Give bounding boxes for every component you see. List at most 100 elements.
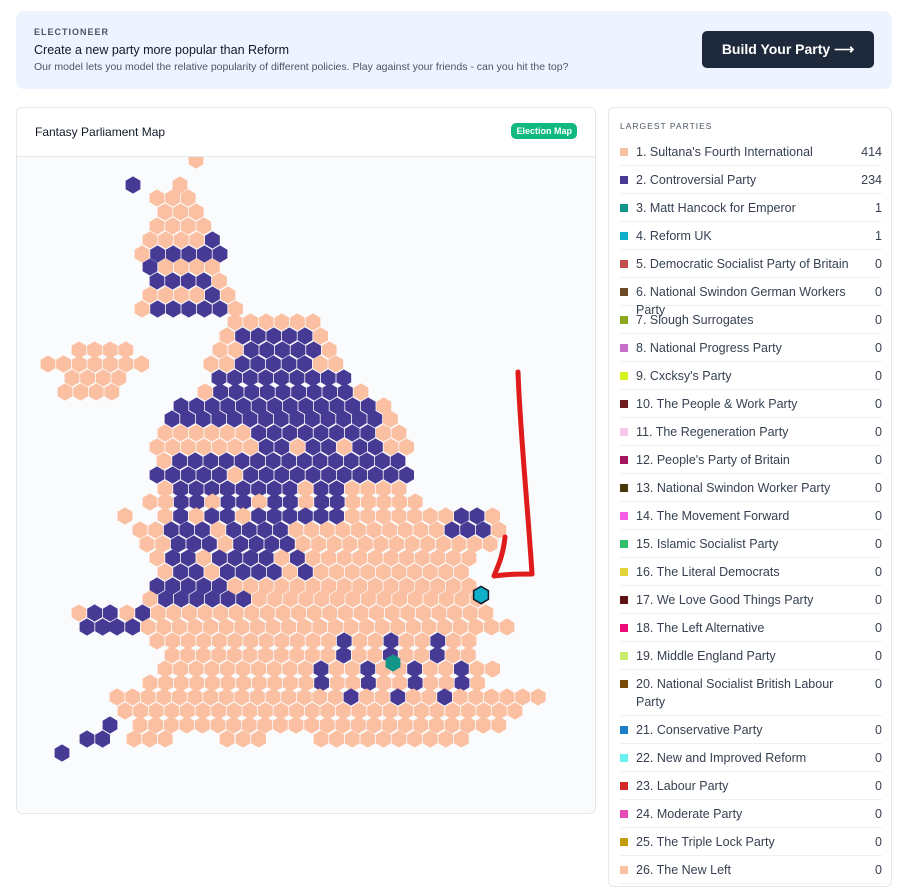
seat-hex[interactable]: [142, 590, 158, 608]
seat-hex[interactable]: [328, 688, 343, 706]
seat-hex[interactable]: [241, 521, 257, 539]
seat-hex[interactable]: [314, 674, 329, 692]
seat-hex[interactable]: [204, 424, 220, 442]
party-list-item[interactable]: 3. Matt Hancock for Emperor 1: [620, 194, 882, 222]
seat-hex[interactable]: [329, 563, 344, 581]
seat-hex[interactable]: [305, 466, 321, 484]
seat-hex[interactable]: [173, 203, 188, 221]
seat-hex[interactable]: [220, 507, 235, 525]
seat-hex[interactable]: [234, 452, 250, 470]
seat-hex[interactable]: [196, 217, 212, 235]
seat-hex[interactable]: [204, 563, 220, 581]
party-list-item[interactable]: 6. National Swindon German Workers Party…: [620, 278, 882, 317]
seat-hex[interactable]: [406, 618, 421, 636]
seat-hex[interactable]: [212, 632, 227, 650]
seat-hex[interactable]: [461, 632, 477, 650]
seat-hex[interactable]: [218, 688, 234, 706]
seat-hex[interactable]: [181, 300, 197, 318]
seat-hex[interactable]: [250, 688, 265, 706]
seat-hex[interactable]: [328, 355, 344, 373]
seat-hex[interactable]: [204, 397, 220, 415]
seat-hex[interactable]: [290, 313, 305, 331]
seat-hex[interactable]: [281, 688, 296, 706]
seat-hex[interactable]: [470, 674, 485, 692]
seat-hex[interactable]: [264, 535, 280, 553]
seat-hex[interactable]: [359, 618, 374, 636]
seat-hex[interactable]: [204, 480, 220, 498]
seat-hex[interactable]: [436, 535, 451, 553]
seat-hex[interactable]: [266, 355, 281, 373]
seat-hex[interactable]: [336, 577, 352, 595]
seat-hex[interactable]: [251, 480, 266, 498]
seat-hex[interactable]: [242, 369, 258, 387]
seat-hex[interactable]: [118, 355, 134, 373]
seat-hex[interactable]: [297, 327, 313, 345]
seat-hex[interactable]: [361, 590, 376, 608]
seat-hex[interactable]: [228, 383, 244, 401]
seat-hex[interactable]: [368, 577, 383, 595]
seat-hex[interactable]: [132, 521, 148, 539]
seat-hex[interactable]: [344, 480, 360, 498]
seat-hex[interactable]: [189, 231, 205, 249]
seat-hex[interactable]: [343, 452, 359, 470]
seat-hex[interactable]: [102, 604, 118, 622]
seat-hex[interactable]: [163, 521, 179, 539]
party-list-item[interactable]: 11. The Regeneration Party 0: [620, 418, 882, 446]
seat-hex[interactable]: [429, 521, 444, 539]
seat-hex[interactable]: [227, 466, 243, 484]
seat-hex[interactable]: [382, 716, 397, 734]
seat-hex[interactable]: [344, 424, 360, 442]
seat-hex[interactable]: [242, 702, 258, 720]
seat-hex[interactable]: [125, 618, 140, 636]
seat-hex[interactable]: [257, 716, 273, 734]
seat-hex[interactable]: [267, 397, 282, 415]
seat-hex[interactable]: [142, 231, 158, 249]
seat-hex[interactable]: [212, 272, 227, 290]
seat-hex[interactable]: [95, 730, 110, 748]
seat-hex[interactable]: [251, 493, 267, 511]
seat-hex[interactable]: [296, 618, 312, 636]
seat-hex[interactable]: [179, 716, 195, 734]
seat-hex[interactable]: [360, 660, 376, 678]
seat-hex[interactable]: [305, 646, 320, 664]
seat-hex[interactable]: [258, 466, 274, 484]
party-list-item[interactable]: 22. New and Improved Reform 0: [620, 744, 882, 772]
seat-hex[interactable]: [243, 341, 259, 359]
seat-hex[interactable]: [407, 590, 423, 608]
seat-hex[interactable]: [320, 646, 336, 664]
seat-hex[interactable]: [392, 493, 407, 511]
seat-hex[interactable]: [282, 507, 298, 525]
party-list-item[interactable]: 23. Labour Party 0: [620, 772, 882, 800]
seat-hex[interactable]: [344, 660, 360, 678]
seat-hex[interactable]: [212, 549, 227, 567]
seat-hex[interactable]: [134, 300, 150, 318]
seat-hex[interactable]: [189, 674, 205, 692]
seat-hex[interactable]: [351, 410, 367, 428]
seat-hex[interactable]: [211, 410, 227, 428]
seat-hex[interactable]: [304, 702, 320, 720]
seat-hex[interactable]: [64, 369, 80, 387]
seat-hex[interactable]: [195, 702, 211, 720]
seat-hex[interactable]: [319, 716, 335, 734]
seat-hex[interactable]: [71, 341, 87, 359]
seat-hex[interactable]: [258, 632, 274, 650]
seat-hex[interactable]: [446, 549, 461, 567]
seat-hex[interactable]: [273, 646, 289, 664]
seat-hex[interactable]: [335, 716, 351, 734]
seat-hex[interactable]: [241, 716, 257, 734]
seat-hex[interactable]: [306, 604, 322, 622]
seat-hex[interactable]: [352, 549, 368, 567]
seat-hex[interactable]: [133, 702, 148, 720]
seat-hex[interactable]: [321, 549, 336, 567]
seat-hex[interactable]: [454, 730, 469, 748]
seat-hex[interactable]: [351, 702, 367, 720]
seat-hex[interactable]: [227, 646, 242, 664]
seat-hex[interactable]: [382, 521, 397, 539]
seat-hex[interactable]: [414, 632, 430, 650]
seat-hex[interactable]: [156, 688, 172, 706]
seat-hex[interactable]: [360, 397, 376, 415]
seat-hex[interactable]: [226, 521, 241, 539]
seat-hex[interactable]: [95, 618, 110, 636]
seat-hex[interactable]: [360, 730, 376, 748]
seat-hex[interactable]: [79, 618, 95, 636]
